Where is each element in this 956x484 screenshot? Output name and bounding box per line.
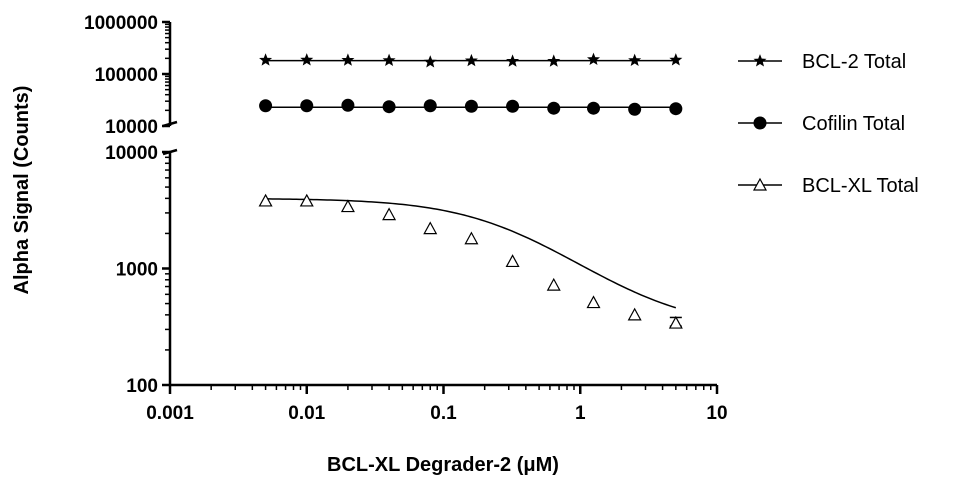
series-layer	[258, 52, 683, 329]
legend-item: BCL-XL Total	[738, 175, 919, 197]
series-2	[258, 193, 683, 329]
axis-break-mark	[162, 148, 178, 156]
x-tick-label: 1	[575, 403, 586, 424]
data-point	[299, 193, 314, 207]
data-point	[341, 53, 355, 66]
x-tick-label: 0.1	[430, 403, 457, 424]
series-0	[259, 52, 683, 68]
data-point	[586, 295, 601, 309]
data-point	[505, 254, 520, 268]
series-1	[259, 98, 683, 116]
y-tick-label: 1000000	[84, 13, 158, 34]
axis-break-mark	[162, 120, 178, 128]
data-point	[340, 199, 355, 213]
y-tick-label: 1000	[116, 260, 158, 281]
data-point	[627, 307, 642, 321]
data-point	[546, 277, 561, 291]
data-point	[669, 53, 683, 66]
data-point	[587, 101, 601, 115]
data-point	[587, 52, 600, 66]
data-point	[423, 221, 438, 235]
x-tick-label: 0.01	[288, 403, 325, 424]
legend-label: BCL-2 Total	[802, 51, 906, 73]
data-point	[547, 54, 561, 67]
data-point	[259, 53, 273, 66]
x-axis-title: BCL-XL Degrader-2 (μM)	[327, 454, 559, 476]
x-tick-label: 0.001	[146, 403, 194, 424]
legend-item: BCL-2 Total	[738, 51, 906, 73]
legend-marker	[753, 54, 767, 67]
data-point	[341, 98, 355, 112]
axes: 0.001 0.01 0.1 1 10 100 1000 10000 10000 100000 10…	[84, 13, 728, 424]
data-point	[669, 102, 683, 116]
legend: BCL-2 Total Cofilin Total BCL-XL Total	[738, 51, 919, 197]
data-point	[628, 53, 642, 66]
data-point	[506, 99, 520, 113]
data-point	[382, 207, 397, 221]
data-point	[464, 99, 478, 113]
data-point	[506, 54, 520, 67]
legend-marker	[752, 177, 768, 191]
data-point	[300, 53, 314, 66]
data-point	[423, 55, 437, 68]
y-axis-title: Alpha Signal (Counts)	[11, 86, 33, 295]
data-point	[259, 99, 273, 113]
data-point	[300, 99, 314, 113]
data-point	[382, 100, 396, 114]
y-tick-label: 10000	[105, 143, 158, 164]
data-point	[382, 53, 396, 66]
data-point	[547, 101, 561, 115]
legend-label: Cofilin Total	[802, 113, 905, 135]
y-tick-label: 10000	[105, 117, 158, 138]
data-point	[464, 53, 478, 67]
legend-label: BCL-XL Total	[802, 175, 919, 197]
x-tick-label: 10	[706, 403, 727, 424]
data-point	[258, 193, 273, 207]
legend-item: Cofilin Total	[738, 113, 905, 135]
y-tick-label: 100	[126, 376, 158, 397]
data-point	[423, 99, 437, 113]
data-point	[668, 315, 683, 329]
data-point	[628, 102, 642, 116]
fit-curve	[265, 198, 677, 309]
y-tick-label: 100000	[95, 65, 158, 86]
data-point	[464, 231, 479, 245]
legend-marker	[753, 116, 767, 130]
